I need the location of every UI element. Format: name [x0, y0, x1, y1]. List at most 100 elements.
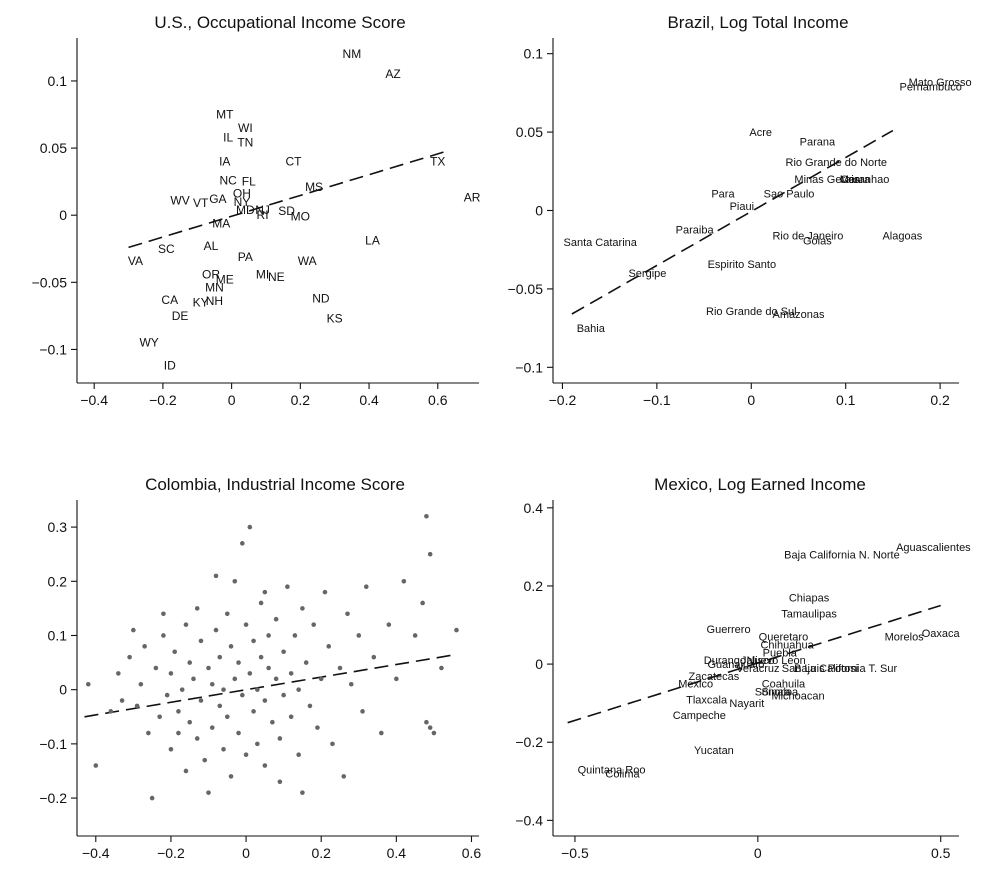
- point-label: RI: [257, 208, 269, 222]
- scatter-point: [255, 741, 260, 747]
- scatter-point: [379, 730, 384, 736]
- scatter-point: [247, 524, 253, 530]
- point-label: WY: [139, 336, 158, 350]
- scatter-point: [318, 676, 324, 682]
- scatter-point: [194, 606, 200, 611]
- x-tick-label: −0.4: [82, 845, 110, 861]
- scatter-point: [153, 665, 159, 671]
- point-label: Oaxaca: [922, 628, 961, 640]
- y-tick-label: 0: [535, 656, 543, 672]
- scatter-point: [236, 660, 241, 665]
- point-label: Colima: [605, 768, 640, 780]
- point-label: ME: [216, 273, 234, 287]
- scatter-point: [206, 790, 211, 795]
- scatter-point: [296, 752, 301, 758]
- scatter-point: [315, 725, 320, 730]
- scatter-point: [262, 698, 268, 703]
- scatter-point: [356, 633, 362, 638]
- point-label: Guanajuato: [707, 659, 764, 671]
- point-label: MA: [212, 216, 230, 230]
- scatter-point: [146, 730, 151, 736]
- scatter-point: [108, 709, 114, 714]
- scatter-point: [427, 551, 433, 557]
- scatter-point: [176, 730, 181, 736]
- scatter-point: [273, 676, 279, 682]
- x-tick-label: 0.1: [836, 392, 856, 408]
- scatter-point: [337, 665, 343, 671]
- y-tick-label: 0.4: [524, 500, 544, 516]
- point-label: VA: [128, 254, 143, 268]
- point-label: MD: [236, 203, 255, 217]
- point-label: IA: [219, 155, 230, 169]
- scatter-point: [281, 649, 286, 655]
- point-label: Espirito Santo: [708, 259, 776, 271]
- scatter-point: [217, 654, 223, 660]
- panel-4: Mexico, Log Earned Income −0.4 −0.2 0 0.2 0.4…: [515, 475, 971, 861]
- x-tick-label: 0.2: [291, 392, 311, 408]
- point-label: Mexico: [678, 679, 713, 691]
- scatter-point: [424, 719, 429, 725]
- point-label: Morelos: [885, 632, 925, 644]
- scatter-point: [179, 687, 185, 692]
- scatter-point: [172, 649, 177, 655]
- point-label: MI: [256, 267, 269, 281]
- scatter-point: [424, 513, 429, 519]
- scatter-point: [296, 687, 301, 692]
- scatter-point: [116, 671, 121, 676]
- scatter-point: [187, 719, 193, 725]
- x-tick-label: 0: [228, 392, 236, 408]
- scatter-point: [322, 589, 328, 595]
- scatter-point: [348, 681, 354, 687]
- x-tick-label: −0.2: [157, 845, 185, 861]
- point-label: Coahuila: [762, 679, 806, 691]
- y-tick-label: 0.05: [516, 124, 543, 140]
- point-label: Mato Grosso: [909, 77, 972, 89]
- point-label: Michoacan: [771, 690, 824, 702]
- scatter-point: [187, 660, 193, 665]
- point-label: FL: [242, 175, 256, 189]
- point-label: TN: [237, 136, 253, 150]
- scatter-point: [224, 714, 230, 720]
- y-tick-label: −0.05: [32, 274, 68, 290]
- y-tick-label: −0.1: [515, 359, 543, 375]
- point-label: VT: [193, 196, 209, 210]
- point-label: Piaui: [730, 201, 754, 213]
- scatter-point: [251, 709, 256, 714]
- y-tick-label: 0.05: [40, 140, 67, 156]
- point-label: Chihuahua: [760, 640, 814, 652]
- x-tick-label: 0.6: [462, 845, 482, 861]
- point-label: Acre: [749, 127, 772, 139]
- scatter-point: [213, 573, 219, 579]
- point-label: Jalisco: [741, 655, 775, 667]
- point-label: Ceara: [840, 174, 871, 186]
- scatter-point: [209, 725, 215, 730]
- point-label: Para: [711, 188, 735, 200]
- point-label: KY: [193, 295, 209, 309]
- scatter-point: [341, 774, 347, 779]
- y-tick-label: 0.2: [48, 573, 68, 589]
- scatter-point: [251, 638, 256, 644]
- panel-title: Brazil, Log Total Income: [667, 13, 848, 32]
- scatter-point: [273, 616, 279, 622]
- point-label: Rio Grande do Sul: [706, 306, 797, 318]
- x-tick-label: −0.5: [561, 845, 589, 861]
- scatter-point: [277, 779, 283, 785]
- scatter-point: [198, 698, 204, 703]
- scatter-point: [221, 746, 226, 752]
- point-label: Rio Grande do Norte: [786, 157, 888, 169]
- scatter-point: [330, 741, 335, 747]
- point-label: Chiapas: [789, 593, 830, 605]
- scatter-point: [93, 763, 99, 768]
- scatter-point: [266, 633, 271, 638]
- scatter-point: [258, 600, 264, 606]
- point-label: Baja California N. Norte: [784, 550, 900, 562]
- y-tick-label: −0.2: [515, 734, 543, 750]
- point-label: Sergipe: [628, 268, 666, 280]
- scatter-point: [266, 665, 271, 671]
- point-label: Guerrero: [707, 624, 751, 636]
- point-label: NY: [234, 195, 251, 209]
- point-label: OR: [202, 267, 220, 281]
- point-label: Veracruz: [736, 663, 779, 675]
- x-tick-label: 0.2: [930, 392, 950, 408]
